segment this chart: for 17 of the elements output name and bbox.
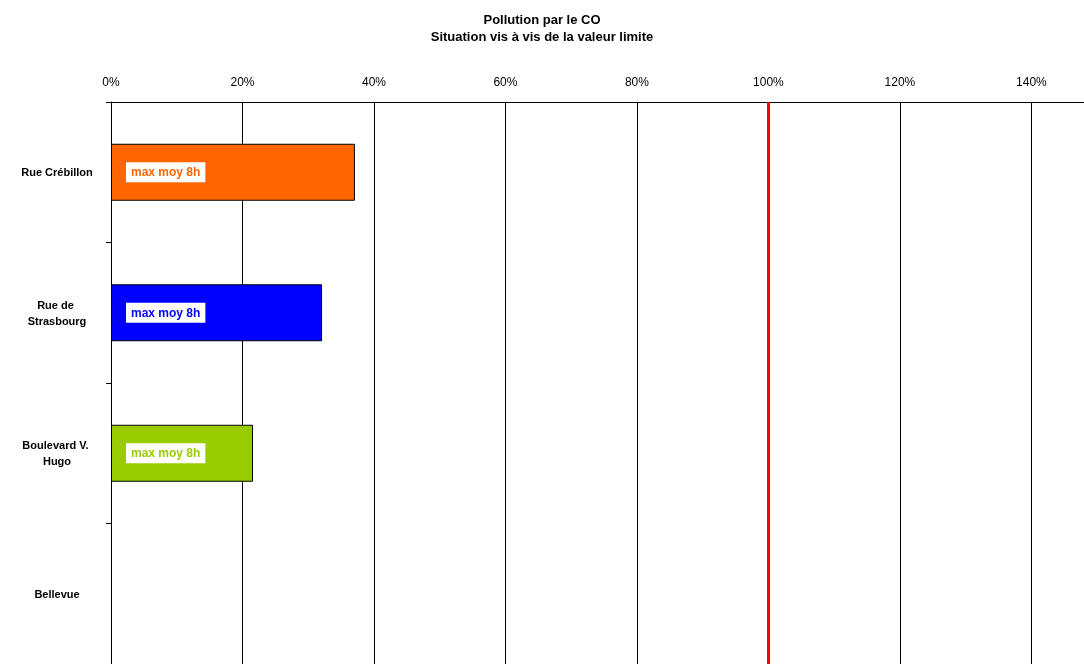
y-tick-label: Rue de Strasbourg [27,298,87,327]
data-label: max moy 8h [131,165,201,180]
x-tick-label: 100% [753,75,785,89]
chart-title: Pollution par le CO [483,12,601,27]
x-tick-label: 20% [230,75,255,89]
x-tick-label: 0% [102,75,120,89]
y-tick-label: Rue Crébillon [21,166,94,179]
x-tick-label: 140% [1016,75,1048,89]
y-tick-label: Bellevue [34,587,80,600]
x-tick-label: 80% [624,75,650,89]
x-tick-label: 40% [361,75,387,89]
chart-subtitle: Situation vis à vis de la valeur limite [430,29,654,44]
y-tick-label: Boulevard V. Hugo [22,439,92,468]
x-tick-label: 120% [884,75,916,89]
data-label: max moy 8h [131,305,201,320]
data-label: max moy 8h [131,446,201,461]
x-tick-label: 60% [493,75,518,89]
